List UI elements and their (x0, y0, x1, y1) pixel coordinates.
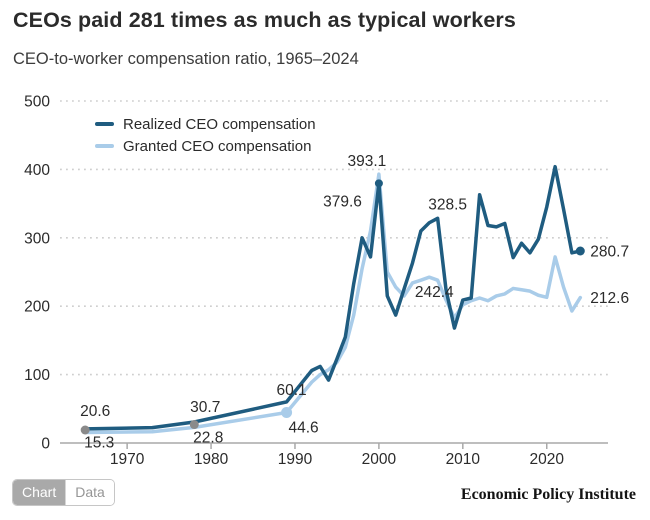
realized-swatch-icon (95, 122, 114, 126)
marker-1965 (80, 425, 90, 435)
y-tick-label-300: 300 (24, 230, 50, 247)
x-tick-label-1990: 1990 (278, 451, 313, 468)
marker-2000 (374, 179, 383, 188)
x-tick-label-1970: 1970 (110, 451, 145, 468)
value-label-60.1: 60.1 (276, 382, 306, 399)
marker-2024 (575, 246, 585, 256)
value-label-328.5: 328.5 (428, 196, 467, 213)
page-subtitle: CEO-to-worker compensation ratio, 1965–2… (13, 50, 359, 68)
y-tick-label-500: 500 (24, 94, 50, 111)
chart-legend: Realized CEO compensation Granted CEO co… (95, 115, 316, 155)
legend-item-realized[interactable]: Realized CEO compensation (95, 115, 316, 133)
x-tick-label-2010: 2010 (446, 451, 481, 468)
value-label-379.6: 379.6 (323, 193, 362, 210)
value-label-30.7: 30.7 (190, 399, 220, 416)
legend-label-granted: Granted CEO compensation (123, 137, 312, 155)
value-label-20.6: 20.6 (80, 403, 110, 420)
page-title: CEOs paid 281 times as much as typical w… (13, 8, 516, 32)
granted-swatch-icon (95, 144, 114, 148)
value-label-15.3: 15.3 (84, 435, 114, 452)
value-label-393.1: 393.1 (347, 153, 386, 170)
x-tick-label-2020: 2020 (529, 451, 564, 468)
value-label-22.8: 22.8 (193, 429, 223, 446)
legend-item-granted[interactable]: Granted CEO compensation (95, 137, 316, 155)
value-label-280.7: 280.7 (590, 244, 629, 261)
data-view-button[interactable]: Data (65, 480, 114, 505)
realized-line (83, 164, 583, 431)
chart-view-button[interactable]: Chart (13, 480, 66, 505)
x-tick-label-2000: 2000 (362, 451, 397, 468)
y-tick-label-100: 100 (24, 367, 50, 384)
y-tick-label-0: 0 (41, 436, 50, 453)
attribution: Economic Policy Institute (460, 486, 636, 503)
x-tick-label-1980: 1980 (194, 451, 229, 468)
legend-label-realized: Realized CEO compensation (123, 115, 316, 133)
y-tick-label-200: 200 (24, 299, 50, 316)
marker-1978 (189, 420, 199, 430)
marker-1989 (281, 406, 293, 418)
view-toggle: Chart Data (12, 479, 115, 506)
value-label-242.4: 242.4 (415, 284, 454, 301)
granted-line (83, 172, 583, 435)
value-label-212.6: 212.6 (590, 290, 629, 307)
value-label-44.6: 44.6 (288, 419, 318, 436)
y-tick-label-400: 400 (24, 162, 50, 179)
